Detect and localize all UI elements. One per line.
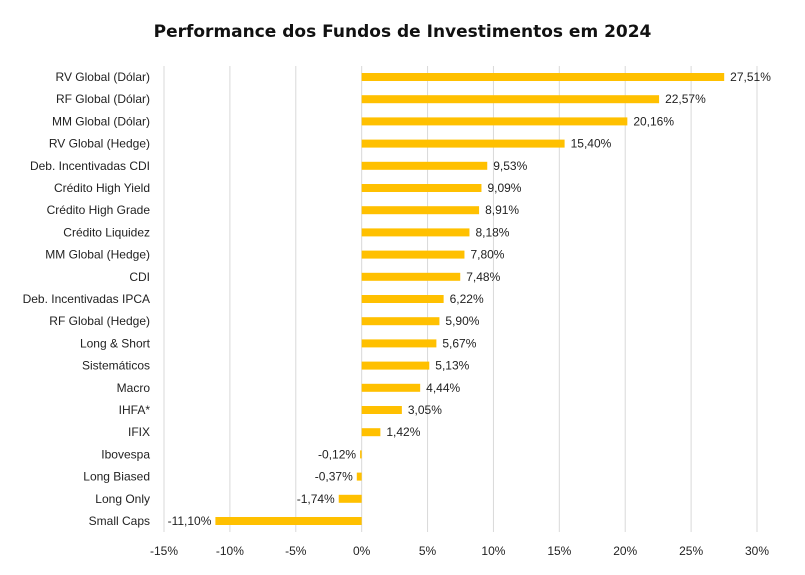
category-label: IFIX xyxy=(128,425,150,439)
bar xyxy=(361,317,440,326)
bar xyxy=(361,95,660,104)
x-tick-label: 20% xyxy=(613,544,637,558)
value-label: 7,80% xyxy=(470,248,504,262)
bar xyxy=(356,472,362,481)
value-label: 7,48% xyxy=(466,270,500,284)
value-label: 9,09% xyxy=(487,181,521,195)
value-label: 20,16% xyxy=(633,114,674,128)
x-axis-ticks: -15% -10% -5% 0% 5% 10% 15% 20% 25% 30% xyxy=(150,544,769,558)
value-label: 5,90% xyxy=(445,314,479,328)
bar xyxy=(361,73,725,81)
x-tick-label: 15% xyxy=(547,544,571,558)
bar xyxy=(361,117,628,126)
bar xyxy=(361,184,482,192)
category-label: RV Global (Hedge) xyxy=(49,137,150,151)
value-label: 22,57% xyxy=(665,92,706,106)
bar xyxy=(361,250,465,259)
value-label: 5,67% xyxy=(442,336,476,350)
value-label: 6,22% xyxy=(450,292,484,306)
value-label: 8,18% xyxy=(475,225,509,239)
bar xyxy=(361,295,444,303)
bar xyxy=(361,272,461,281)
bar xyxy=(361,161,488,170)
category-labels: RV Global (Dólar) RF Global (Dólar) MM Glo… xyxy=(23,70,151,528)
category-label: Long Only xyxy=(95,492,150,506)
bar xyxy=(361,428,381,437)
bar xyxy=(361,406,402,414)
x-tick-label: 30% xyxy=(745,544,769,558)
value-labels: 27,51% 22,57% 20,16% 15,40% 9,53% 9,09% 8,91% 8… xyxy=(168,70,772,528)
bar xyxy=(361,383,421,392)
bar xyxy=(361,361,430,370)
category-label: RV Global (Dólar) xyxy=(56,70,150,84)
x-tick-label: -15% xyxy=(150,544,178,558)
bar xyxy=(361,206,480,215)
category-label: Crédito High Yield xyxy=(54,181,150,195)
category-label: CDI xyxy=(129,270,150,284)
value-label: 1,42% xyxy=(386,425,420,439)
bar xyxy=(361,339,437,348)
bars xyxy=(215,73,725,525)
value-label: 8,91% xyxy=(485,203,519,217)
bar xyxy=(338,494,362,503)
x-tick-label: 5% xyxy=(419,544,437,558)
value-label: 3,05% xyxy=(408,403,442,417)
category-label: Long & Short xyxy=(80,336,151,350)
value-label: -0,37% xyxy=(315,470,353,484)
category-label: RF Global (Dólar) xyxy=(56,92,150,106)
category-label: RF Global (Hedge) xyxy=(49,314,150,328)
category-label: Crédito Liquidez xyxy=(63,225,150,239)
category-label: Deb. Incentivadas IPCA xyxy=(23,292,150,306)
category-label: Small Caps xyxy=(89,514,150,528)
x-tick-label: 25% xyxy=(679,544,703,558)
category-label: Sistemáticos xyxy=(82,359,150,373)
value-label: -11,10% xyxy=(168,514,212,528)
bar xyxy=(215,517,362,525)
chart-title: Performance dos Fundos de Investimentos … xyxy=(153,22,652,42)
category-label: MM Global (Dólar) xyxy=(52,114,150,128)
bar xyxy=(360,450,362,459)
category-label: MM Global (Hedge) xyxy=(45,248,150,262)
value-label: 27,51% xyxy=(730,70,771,84)
x-tick-label: 0% xyxy=(353,544,371,558)
x-tick-label: 10% xyxy=(481,544,505,558)
x-tick-label: -10% xyxy=(216,544,244,558)
value-label: 4,44% xyxy=(426,381,460,395)
category-label: Crédito High Grade xyxy=(47,203,151,217)
bar xyxy=(361,228,470,237)
category-label: Deb. Incentivadas CDI xyxy=(30,159,150,173)
x-tick-label: -5% xyxy=(285,544,307,558)
value-label: -1,74% xyxy=(297,492,335,506)
value-label: 9,53% xyxy=(493,159,527,173)
bar xyxy=(361,139,565,148)
category-label: Macro xyxy=(117,381,151,395)
category-label: Long Biased xyxy=(83,470,150,484)
category-label: IHFA* xyxy=(119,403,151,417)
value-label: -0,12% xyxy=(318,447,356,461)
value-label: 5,13% xyxy=(435,359,469,373)
value-label: 15,40% xyxy=(571,137,612,151)
category-label: Ibovespa xyxy=(101,447,150,461)
